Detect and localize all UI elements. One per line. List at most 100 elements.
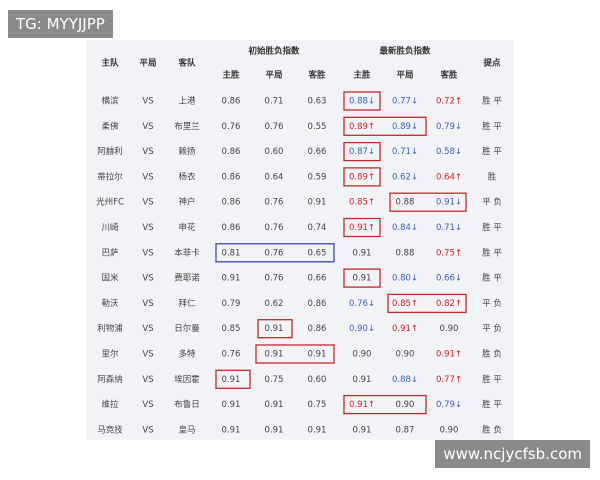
cell: 0.91 <box>222 400 241 410</box>
cell: 里尔 <box>101 349 119 360</box>
cell: 埃因霍 <box>174 374 200 385</box>
cell: 0.87 <box>396 425 415 435</box>
cell: 0.91 <box>308 425 327 435</box>
cell: 0.91 <box>265 400 284 410</box>
cell: 0.71↓ <box>392 147 418 157</box>
cell: 0.75↑ <box>436 248 462 258</box>
cell: 0.75 <box>265 375 284 385</box>
cell: VS <box>142 122 153 132</box>
cell: 本菲卡 <box>174 247 200 258</box>
cell: VS <box>142 97 153 107</box>
cell: VS <box>142 172 153 182</box>
cell: 0.91 <box>265 324 284 334</box>
cell: 利物浦 <box>97 323 123 334</box>
cell: 0.91 <box>222 425 241 435</box>
highlight-box <box>343 116 427 136</box>
cell: 拜仁 <box>178 298 196 309</box>
cell: 0.76 <box>265 274 284 284</box>
cell: 0.91↑ <box>392 324 418 334</box>
cell: 费耶诺 <box>174 273 200 284</box>
cell: 0.74 <box>308 223 327 233</box>
cell: 勒沃 <box>101 298 119 309</box>
highlight-box <box>343 394 427 415</box>
cell: 0.86 <box>308 324 327 334</box>
cell: 0.89↑ <box>349 172 375 182</box>
header: 最新胜负指数 <box>379 46 431 57</box>
cell: 0.86 <box>222 147 241 157</box>
cell: 0.71↓ <box>436 223 462 233</box>
cell: 0.59 <box>308 172 327 182</box>
highlight-box <box>343 217 381 238</box>
cell: 胜 平 <box>482 374 502 385</box>
cell: 0.86 <box>308 299 327 309</box>
cell: 0.72↑ <box>436 97 462 107</box>
cell: 0.84↓ <box>392 223 418 233</box>
cell: 0.91 <box>353 274 372 284</box>
cell: 日尔曼 <box>174 323 200 334</box>
cell: 胜 平 <box>482 247 502 258</box>
cell: 光州FC <box>96 197 124 208</box>
cell: 0.71 <box>265 97 284 107</box>
cell: 0.76↓ <box>349 299 375 309</box>
cell: 0.60 <box>308 375 327 385</box>
cell: 0.91 <box>265 425 284 435</box>
cell: 0.62 <box>265 299 284 309</box>
cell: 0.79↓ <box>436 400 462 410</box>
cell: 0.88↓ <box>349 97 375 107</box>
cell: 维拉 <box>101 399 119 410</box>
cell: 阿赫利 <box>97 146 123 157</box>
cell: 0.76 <box>265 248 284 258</box>
cell: 胜 平 <box>482 222 502 233</box>
cell: 胜 负 <box>482 349 502 360</box>
highlight-box <box>257 319 293 339</box>
cell: 申花 <box>178 222 196 233</box>
cell: 0.91 <box>353 425 372 435</box>
cell: 0.86 <box>222 97 241 107</box>
cell: 0.88 <box>396 198 415 208</box>
cell: 0.65 <box>308 248 327 258</box>
cell: VS <box>142 274 153 284</box>
cell: 0.90 <box>440 324 459 334</box>
header: 提点 <box>483 58 501 69</box>
cell: 0.77↑ <box>436 375 462 385</box>
highlight-box <box>215 243 335 263</box>
cell: 0.91↑ <box>349 223 375 233</box>
cell: 0.91 <box>222 375 241 385</box>
highlight-box <box>343 141 381 162</box>
cell: VS <box>142 400 153 410</box>
cell: 胜 平 <box>482 273 502 284</box>
cell: 胜 <box>488 171 497 182</box>
cell: 0.87↓ <box>349 147 375 157</box>
cell: 0.85↑ <box>392 299 418 309</box>
cell: 0.75 <box>308 400 327 410</box>
header: 客队 <box>177 58 196 69</box>
cell: 横滨 <box>101 96 119 107</box>
sub-header: 主胜 <box>353 70 371 81</box>
sub-header: 客胜 <box>439 70 458 81</box>
cell: 马竞技 <box>97 424 123 435</box>
cell: 0.76 <box>265 122 284 132</box>
sub-header: 平局 <box>396 71 413 81</box>
cell: 0.91↑ <box>436 350 462 360</box>
cell: 平 负 <box>482 298 502 309</box>
cell: 0.79↓ <box>436 122 462 132</box>
cell: 巴萨 <box>101 247 119 258</box>
cell: 0.66 <box>308 147 327 157</box>
sub-header: 平局 <box>265 71 282 81</box>
cell: 0.79 <box>222 299 241 309</box>
cell: 胜 平 <box>482 146 502 157</box>
cell: 布里兰 <box>174 121 200 132</box>
cell: 0.85 <box>222 324 241 334</box>
highlight-box <box>387 293 467 314</box>
cell: 0.88↓ <box>392 375 418 385</box>
cell: 0.91 <box>353 375 372 385</box>
highlight-box <box>389 192 467 212</box>
cell: VS <box>142 324 153 334</box>
cell: 0.60 <box>265 147 284 157</box>
cell: 0.64↑ <box>436 172 462 182</box>
highlight-boxes <box>215 91 467 415</box>
cell: 川崎 <box>101 222 119 233</box>
cell: VS <box>142 147 153 157</box>
header: 平局 <box>139 59 156 69</box>
watermark: TG: MYYJJPP <box>8 10 113 38</box>
